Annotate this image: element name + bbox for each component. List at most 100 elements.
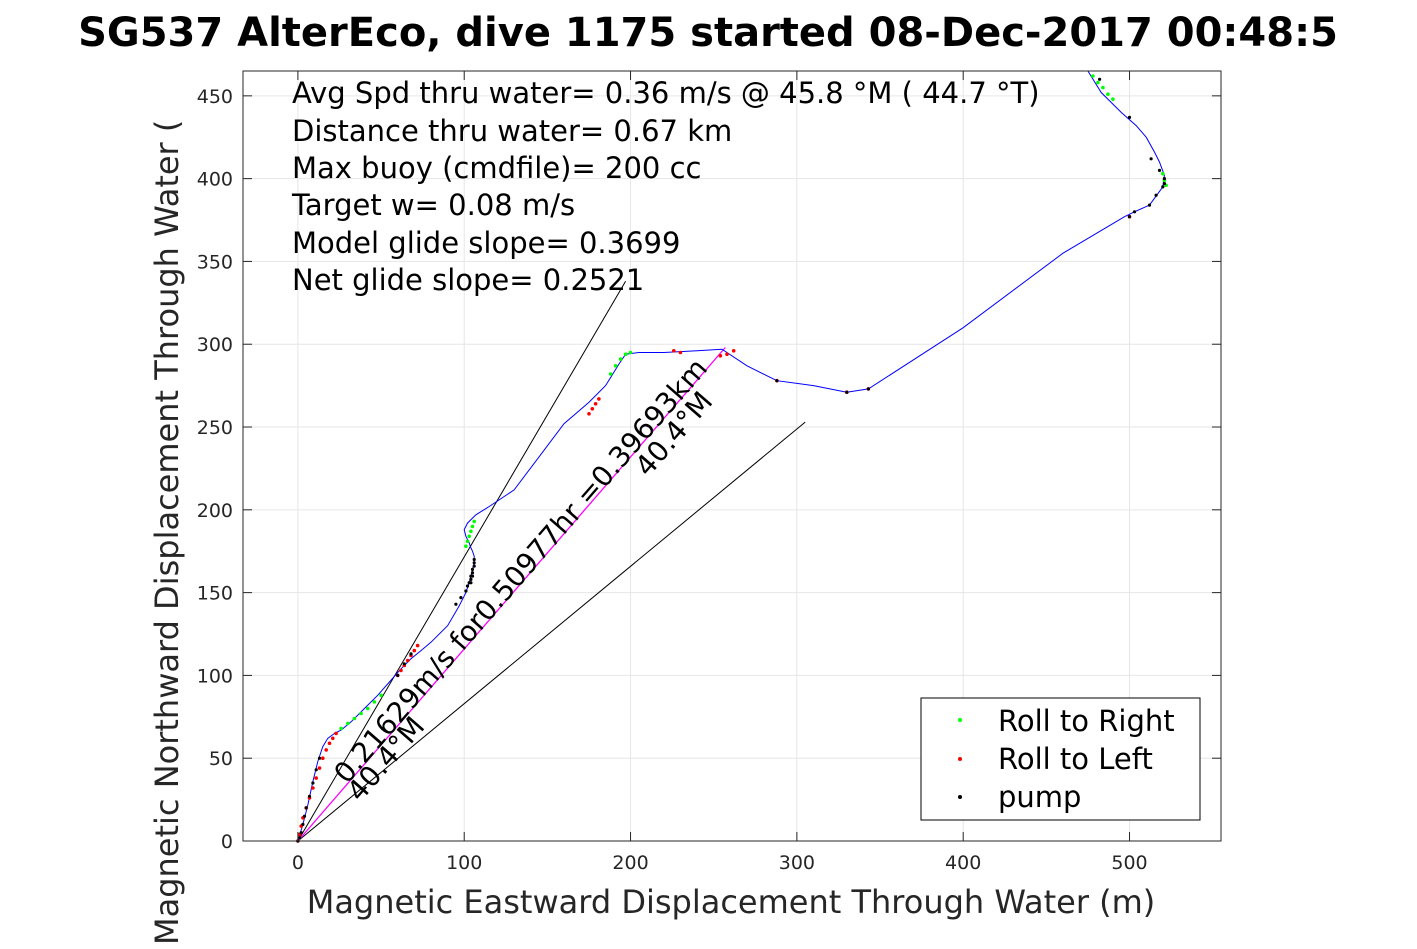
stat-max-buoy: Max buoy (cmdfile)= 200 cc: [292, 151, 701, 185]
y-tick-label: 400: [197, 169, 233, 191]
y-tick-label: 450: [197, 86, 233, 108]
legend-label-roll-left: Roll to Left: [998, 742, 1153, 776]
series-line-glide-cone-lower: [297, 421, 806, 842]
data-point-roll-to-left: [324, 748, 329, 752]
x-axis-label: Magnetic Eastward Displacement Through W…: [307, 883, 1156, 921]
data-point-pump: [845, 390, 849, 394]
legend-box: [920, 697, 1201, 821]
data-point-pump: [472, 564, 476, 568]
plot-frame: [242, 70, 1222, 842]
data-point-roll-to-left: [590, 407, 595, 411]
data-point-pump: [866, 387, 871, 391]
data-point-pump: [1098, 77, 1102, 81]
data-point-pump: [472, 557, 476, 562]
data-point-roll-to-left: [593, 402, 598, 406]
data-point-pump: [470, 571, 475, 575]
y-tick-label: 50: [209, 748, 233, 770]
y-tick-label: 0: [221, 831, 233, 853]
stat-distance: Distance thru water= 0.67 km: [292, 114, 732, 148]
data-point-pump: [1127, 115, 1132, 119]
y-tick-label: 300: [197, 334, 233, 356]
data-point-pump: [409, 652, 413, 656]
data-point-pump: [472, 561, 476, 565]
data-point-pump: [1132, 210, 1137, 214]
data-point-pump: [469, 581, 473, 585]
data-point-roll-to-right: [1111, 97, 1115, 101]
data-point-roll-to-left: [331, 736, 335, 741]
data-point-pump: [314, 768, 318, 772]
y-axis-ticks: 0 50 100 150 200 250 300 350 400 450: [197, 86, 1221, 853]
data-point-roll-to-left: [597, 397, 601, 401]
stat-target-w: Target w= 0.08 m/s: [291, 188, 575, 222]
data-point-pump: [454, 602, 458, 606]
legend-marker-pump: [958, 795, 962, 799]
stats-text-block: Avg Spd thru water= 0.36 m/s @ 45.8 °M (…: [291, 76, 1040, 297]
data-point-roll-to-right: [465, 539, 470, 544]
y-tick-label: 200: [197, 500, 233, 522]
x-tick-label: 200: [612, 852, 648, 874]
series-points-pump: [296, 77, 1166, 843]
legend-marker-roll-right: [958, 718, 962, 722]
data-point-roll-to-right: [623, 352, 628, 357]
data-point-roll-to-left: [405, 658, 410, 663]
data-point-roll-to-left: [587, 412, 591, 416]
stat-net-glide: Net glide slope= 0.2521: [292, 263, 644, 297]
y-tick-label: 350: [197, 251, 233, 273]
data-point-roll-to-left: [327, 741, 332, 746]
data-point-roll-to-right: [467, 534, 472, 539]
series-layer: [296, 70, 1168, 843]
data-point-pump: [1149, 157, 1153, 161]
data-point-roll-to-left: [399, 668, 403, 673]
series-line-net-track: [297, 347, 726, 842]
data-point-roll-to-right: [359, 711, 363, 716]
data-point-roll-to-right: [365, 706, 370, 711]
data-point-roll-to-right: [628, 350, 633, 355]
data-point-roll-to-left: [311, 786, 315, 790]
data-point-pump: [470, 567, 475, 572]
data-point-roll-to-left: [412, 648, 417, 653]
series-line-glide-cone-upper: [297, 281, 627, 842]
data-point-pump: [402, 662, 406, 666]
data-point-roll-to-left: [314, 776, 319, 780]
data-point-pump: [1127, 215, 1132, 219]
legend: Roll to Right Roll to Left pump: [920, 697, 1201, 821]
data-point-pump: [317, 756, 322, 760]
data-point-roll-to-right: [339, 726, 343, 731]
data-point-pump: [1147, 203, 1152, 207]
data-point-roll-to-right: [1161, 171, 1165, 176]
data-point-pump: [396, 673, 400, 678]
data-point-roll-to-right: [372, 700, 377, 704]
data-point-roll-to-left: [317, 766, 322, 770]
data-point-roll-to-right: [613, 364, 618, 368]
data-point-roll-to-right: [346, 721, 350, 726]
data-point-pump: [1157, 168, 1162, 172]
legend-marker-roll-left: [958, 757, 962, 761]
data-point-pump: [464, 589, 468, 593]
data-point-pump: [469, 577, 473, 582]
data-point-pump: [1162, 177, 1166, 181]
data-point-roll-to-right: [608, 372, 613, 376]
data-point-roll-to-right: [1091, 74, 1095, 78]
data-point-roll-to-left: [718, 354, 723, 358]
legend-label-roll-right: Roll to Right: [998, 704, 1175, 738]
data-point-pump: [470, 574, 475, 578]
x-tick-label: 500: [1111, 852, 1147, 874]
data-point-pump: [304, 806, 308, 810]
data-point-pump: [775, 379, 779, 383]
x-axis-ticks: 0 100 200 300 400 500: [292, 71, 1148, 874]
series-line-track: [297, 70, 1165, 842]
data-point-roll-to-left: [678, 350, 683, 355]
data-point-roll-to-right: [618, 357, 623, 361]
data-point-roll-to-right: [464, 544, 468, 548]
stat-model-glide: Model glide slope= 0.3699: [292, 226, 680, 260]
y-axis-label: Magnetic Northward Displacement Through …: [148, 120, 186, 945]
data-point-pump: [302, 814, 307, 818]
legend-label-pump: pump: [998, 780, 1081, 814]
stat-avg-speed: Avg Spd thru water= 0.36 m/s @ 45.8 °M (…: [292, 76, 1040, 110]
data-point-pump: [459, 596, 463, 600]
x-tick-label: 0: [292, 852, 304, 874]
data-point-roll-to-left: [725, 352, 729, 357]
data-point-roll-to-right: [379, 693, 383, 698]
